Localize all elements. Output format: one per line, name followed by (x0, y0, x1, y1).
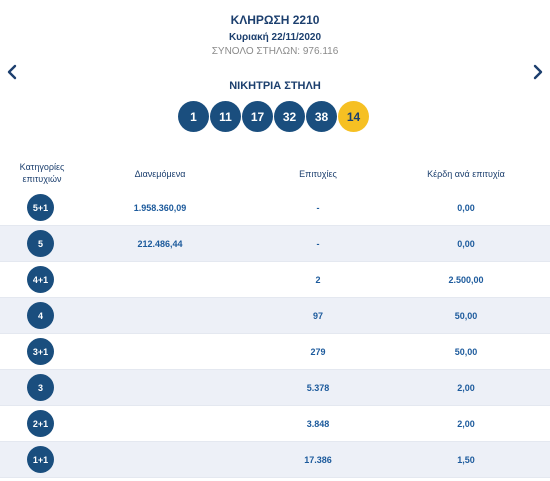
winners-cell: 3.848 (306, 419, 330, 429)
category-badge: 3+1 (27, 338, 54, 365)
table-row: 3+1 279 50,00 (0, 334, 550, 370)
table-row: 4+1 2 2.500,00 (0, 262, 550, 298)
prize-cell: 2,00 (457, 419, 475, 429)
table-row: 2+1 3.848 2,00 (0, 406, 550, 442)
table-row: 5 212.486,44 - 0,00 (0, 226, 550, 262)
pool-cell (110, 334, 210, 370)
category-badge: 2+1 (27, 410, 54, 437)
winners-cell: 17.386 (304, 455, 332, 465)
number-ball: 17 (242, 101, 273, 132)
winning-numbers: 1 11 17 32 38 14 (178, 101, 369, 132)
category-badge: 5+1 (27, 194, 54, 221)
pool-cell (110, 298, 210, 334)
prize-cell: 2.500,00 (448, 275, 484, 285)
header-prize: Κέρδη ανά επιτυχία (427, 169, 505, 179)
winners-cell: 5.378 (306, 383, 330, 393)
prize-table: 5+1 1.958.360,09 - 0,00 5 212.486,44 - 0… (0, 190, 550, 478)
table-row: 1+1 17.386 1,50 (0, 442, 550, 478)
pool-cell (110, 262, 210, 298)
category-badge: 5 (27, 230, 54, 257)
draw-date: Κυριακή 22/11/2020 (228, 32, 322, 43)
draw-total-columns: ΣΥΝΟΛΟ ΣΤΗΛΩΝ: 976.116 (211, 46, 339, 57)
draw-title: ΚΛΗΡΩΣΗ 2210 (230, 13, 320, 27)
table-row: 4 97 50,00 (0, 298, 550, 334)
header-pool: Διανεμόμενα (134, 169, 186, 179)
table-row: 5+1 1.958.360,09 - 0,00 (0, 190, 550, 226)
prize-cell: 0,00 (457, 203, 475, 213)
number-ball: 1 (178, 101, 209, 132)
previous-draw-button[interactable] (4, 63, 20, 81)
prize-cell: 50,00 (454, 311, 478, 321)
winning-column-title: ΝΙΚΗΤΡΙΑ ΣΤΗΛΗ (229, 80, 321, 92)
prize-cell: 50,00 (454, 347, 478, 357)
winners-cell: 2 (315, 275, 321, 285)
table-row: 3 5.378 2,00 (0, 370, 550, 406)
pool-cell: 1.958.360,09 (133, 203, 187, 213)
pool-cell (110, 442, 210, 478)
chevron-right-icon (533, 64, 543, 80)
next-draw-button[interactable] (530, 63, 546, 81)
number-ball: 11 (210, 101, 241, 132)
winners-cell: - (316, 239, 320, 249)
header-categories: Κατηγορίες επιτυχιών (19, 162, 65, 184)
category-badge: 4 (27, 302, 54, 329)
number-ball: 38 (306, 101, 337, 132)
pool-cell: 212.486,44 (137, 239, 183, 249)
header-winners: Επιτυχίες (299, 169, 337, 179)
category-badge: 3 (27, 374, 54, 401)
prize-cell: 2,00 (457, 383, 475, 393)
category-badge: 4+1 (27, 266, 54, 293)
prize-cell: 0,00 (457, 239, 475, 249)
prize-cell: 1,50 (457, 455, 475, 465)
category-badge: 1+1 (27, 446, 54, 473)
winners-cell: - (316, 203, 320, 213)
winners-cell: 279 (310, 347, 326, 357)
number-ball: 32 (274, 101, 305, 132)
pool-cell (110, 406, 210, 442)
chevron-left-icon (7, 64, 17, 80)
joker-ball: 14 (338, 101, 369, 132)
pool-cell (110, 370, 210, 406)
winners-cell: 97 (312, 311, 323, 321)
